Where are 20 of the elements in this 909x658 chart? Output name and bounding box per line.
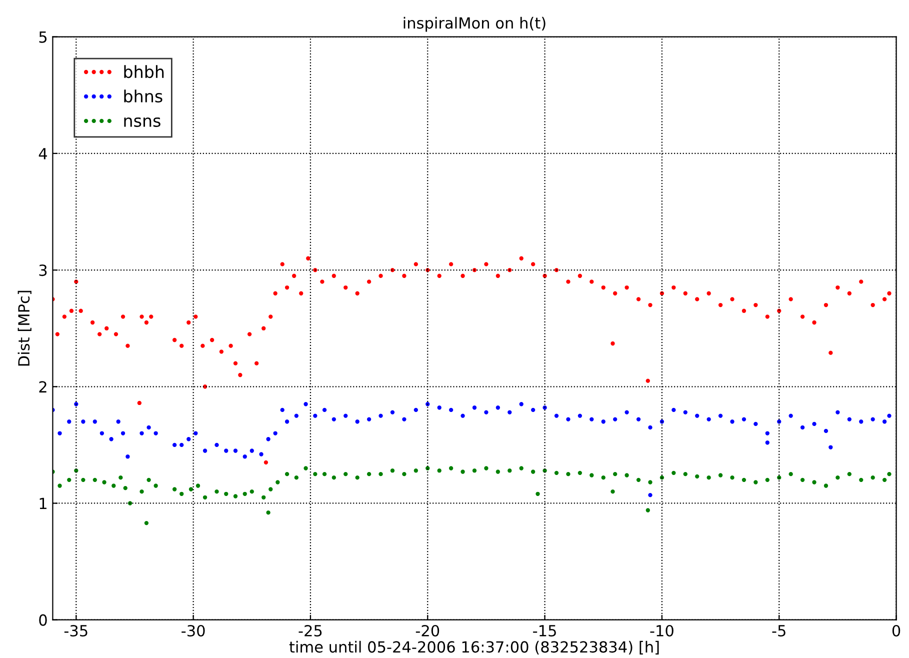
x-tick-label: -25 [298,624,322,637]
x-tick-label: -20 [416,624,440,637]
y-axis-title: Dist [MPc] [18,290,32,366]
legend-label: bhns [124,90,162,103]
legend-label: bhbh [124,65,164,78]
x-tick-label: 0 [892,624,900,637]
x-tick-label: -30 [182,624,205,637]
x-axis-title: time until 05-24-2006 16:37:00 (832523834) [h] [289,640,659,654]
x-tick-label: -35 [64,624,88,637]
y-tick-label: 4 [38,148,48,160]
x-tick-label: -10 [650,624,674,637]
y-tick-label: 0 [39,614,47,626]
y-tick-label: 2 [39,381,46,392]
y-tick-label: 5 [39,32,47,43]
y-tick-label: 1 [40,498,46,510]
legend-label: nsns [124,117,160,128]
x-tick-label: -15 [533,625,556,637]
y-tick-label: 3 [39,264,47,276]
chart-title: inspiralMon on h(t) [404,16,546,32]
x-tick-label: -5 [772,625,786,637]
